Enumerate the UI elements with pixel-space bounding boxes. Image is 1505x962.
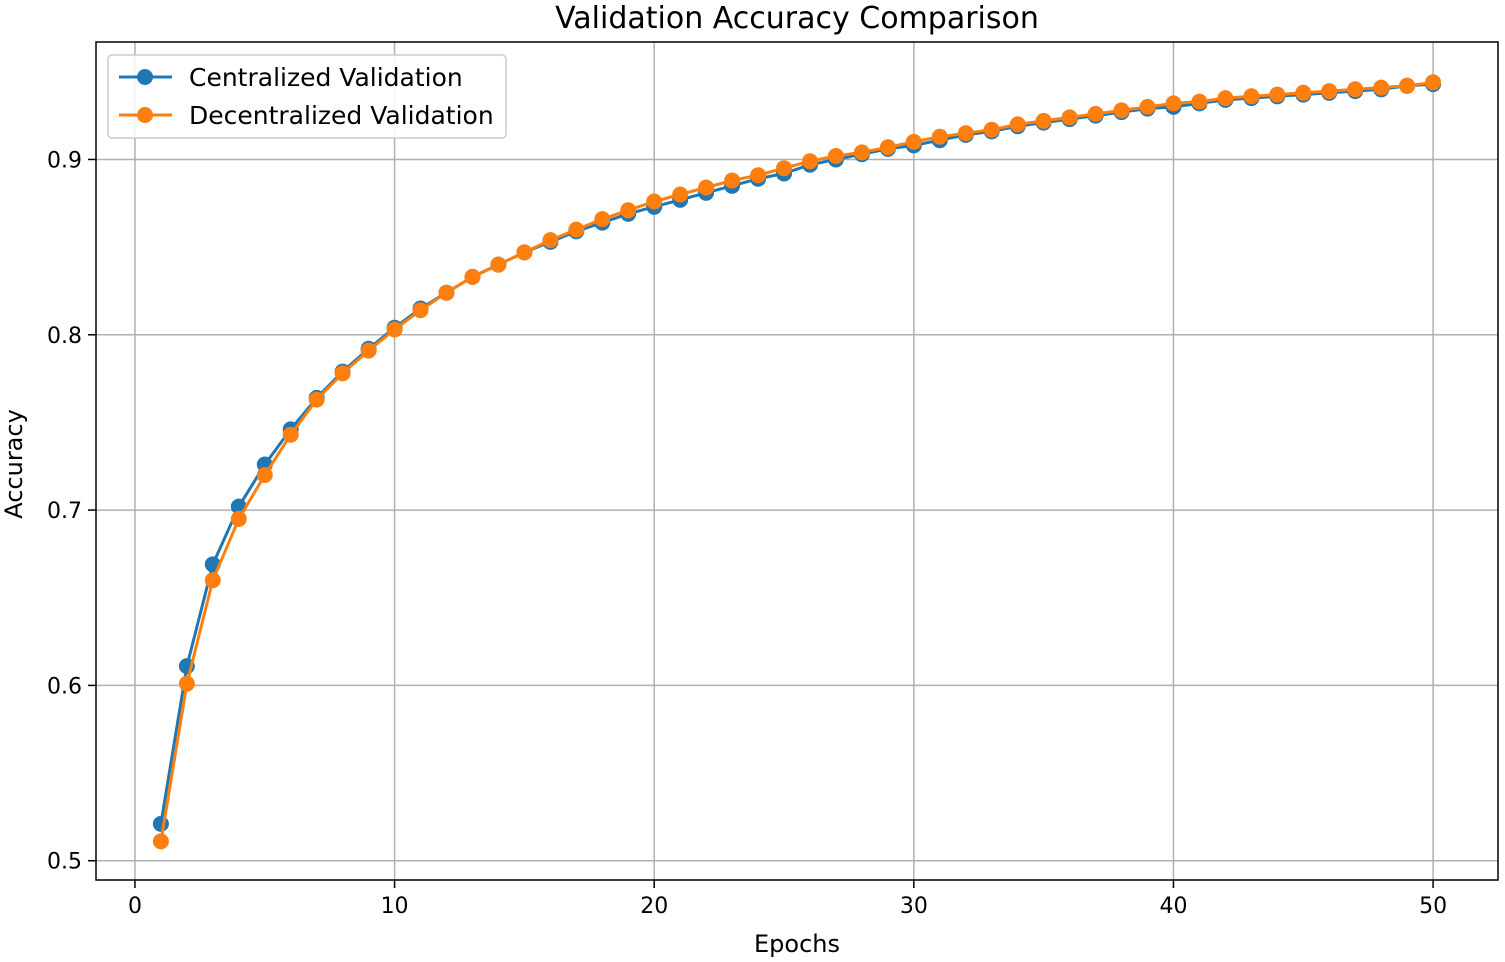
- x-tick-label: 20: [640, 894, 668, 919]
- data-point: [827, 148, 844, 164]
- series-centralized: [152, 76, 1442, 832]
- data-point: [594, 211, 611, 228]
- x-axis-label: Epochs: [754, 930, 840, 958]
- chart-title: Validation Accuracy Comparison: [555, 1, 1039, 36]
- data-point: [1269, 86, 1286, 103]
- data-point: [776, 160, 792, 177]
- grid-lines: [96, 42, 1498, 880]
- data-point: [698, 179, 715, 196]
- data-point: [1399, 77, 1416, 94]
- axis-ticks: 0 10 20 30 40 50 0.5 0.6 0.7 0.8 0.9: [47, 148, 1447, 919]
- data-point: [1035, 112, 1052, 129]
- data-point: [542, 232, 559, 249]
- data-point: [152, 833, 169, 850]
- x-tick-label: 40: [1159, 894, 1187, 919]
- data-point: [152, 815, 169, 832]
- data-point: [879, 139, 896, 156]
- y-tick-label: 0.6: [47, 674, 82, 699]
- data-point: [360, 342, 377, 359]
- x-tick-label: 10: [381, 894, 409, 919]
- y-tick-label: 0.5: [47, 850, 82, 875]
- x-tick-label: 30: [900, 894, 928, 919]
- data-point: [1061, 109, 1078, 126]
- y-axis-label: Accuracy: [0, 409, 28, 519]
- data-point: [1009, 116, 1026, 133]
- plot-frame: [95, 41, 1499, 881]
- data-point: [750, 167, 767, 184]
- data-point: [230, 510, 247, 527]
- data-point: [178, 675, 195, 692]
- data-point: [256, 467, 273, 483]
- data-point: [412, 302, 429, 319]
- data-point: [308, 391, 325, 408]
- y-tick-label: 0.7: [47, 499, 82, 524]
- data-point: [1139, 98, 1156, 115]
- data-point: [1165, 95, 1182, 112]
- data-point: [386, 321, 403, 338]
- data-point: [646, 193, 663, 210]
- data-point: [1087, 105, 1104, 122]
- data-point: [931, 128, 948, 145]
- data-point: [464, 268, 481, 285]
- data-point: [1425, 74, 1442, 91]
- data-point: [983, 121, 1000, 138]
- data-point: [516, 244, 533, 261]
- data-point: [957, 125, 974, 142]
- data-point: [1113, 102, 1130, 119]
- y-tick-label: 0.8: [47, 324, 82, 349]
- data-point: [1373, 79, 1390, 96]
- data-point: [282, 426, 299, 443]
- data-point: [1243, 88, 1260, 105]
- data-point: [490, 256, 507, 273]
- data-point: [204, 572, 221, 589]
- legend-label-decentralized: Decentralized Validation: [189, 101, 494, 130]
- series-line: [159, 80, 1434, 842]
- y-tick-label: 0.9: [47, 148, 82, 173]
- data-point: [1295, 84, 1312, 101]
- data-point: [438, 284, 455, 301]
- data-point: [724, 172, 741, 189]
- legend-label-centralized: Centralized Validation: [189, 63, 463, 92]
- x-tick-label: 0: [128, 894, 142, 919]
- data-point: [1347, 81, 1364, 98]
- data-point: [620, 202, 637, 219]
- series-line: [159, 82, 1434, 825]
- data-point: [1217, 90, 1234, 107]
- data-point: [568, 221, 585, 238]
- plot-series: [152, 74, 1442, 850]
- data-point: [905, 133, 922, 150]
- data-point: [334, 365, 351, 382]
- legend-marker-decentralized: [137, 107, 153, 123]
- data-point: [1321, 83, 1338, 100]
- x-tick-label: 50: [1419, 894, 1447, 919]
- legend-marker-centralized: [137, 69, 153, 85]
- data-point: [802, 153, 818, 170]
- data-point: [853, 144, 870, 161]
- legend: Centralized Validation Decentralized Val…: [107, 54, 507, 139]
- legend-box: [107, 54, 507, 139]
- series-decentralized: [152, 74, 1442, 850]
- data-point: [672, 186, 689, 203]
- data-point: [1191, 93, 1208, 110]
